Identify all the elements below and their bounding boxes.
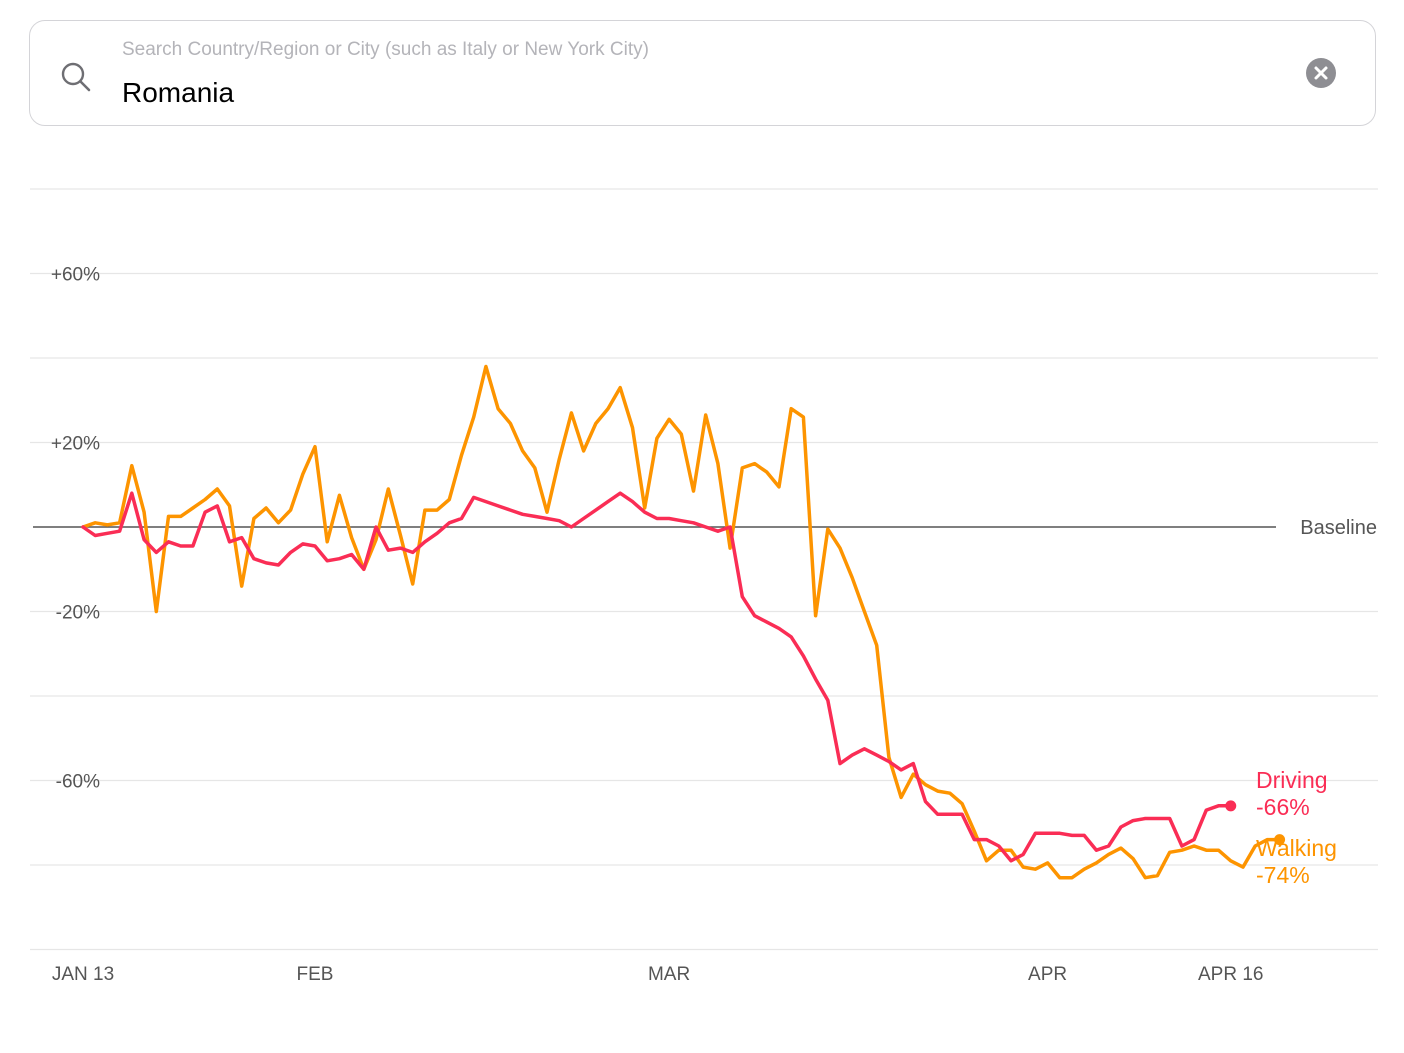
y-tick-label: +60%	[51, 265, 100, 286]
series-end-point-walking	[1274, 834, 1286, 846]
x-tick-label: APR 16	[1198, 964, 1263, 985]
y-tick-label: -20%	[56, 603, 100, 624]
y-tick-label: +20%	[51, 434, 100, 455]
search-bar[interactable]: Search Country/Region or City (such as I…	[29, 20, 1376, 126]
clear-search-button[interactable]	[1306, 58, 1336, 88]
close-icon	[1314, 66, 1328, 80]
baseline-label: Baseline	[1300, 517, 1377, 539]
series-name-driving: Driving	[1256, 767, 1328, 793]
x-axis-labels: JAN 13 FEB MAR APR APR 16	[52, 964, 1264, 985]
series-name-walking: Walking	[1256, 835, 1337, 861]
series-line-driving	[81, 491, 1233, 863]
x-tick-label: FEB	[297, 964, 334, 985]
x-tick-label: MAR	[648, 964, 690, 985]
series-end-point-driving	[1225, 800, 1237, 812]
series-line-walking	[81, 364, 1282, 880]
y-axis-labels: +60% +20% -20% -60%	[51, 265, 100, 793]
x-tick-label: JAN 13	[52, 964, 114, 985]
series-end-value-driving: -66%	[1256, 794, 1310, 820]
y-tick-label: -60%	[56, 772, 100, 793]
grid-lines	[30, 188, 1378, 951]
search-input[interactable]: Romania	[122, 77, 235, 108]
search-placeholder: Search Country/Region or City (such as I…	[122, 39, 649, 60]
search-icon	[60, 61, 92, 93]
series-end-value-walking: -74%	[1256, 862, 1310, 888]
series-lines: Walking-74% Driving-66%	[81, 364, 1337, 888]
x-tick-label: APR	[1028, 964, 1067, 985]
